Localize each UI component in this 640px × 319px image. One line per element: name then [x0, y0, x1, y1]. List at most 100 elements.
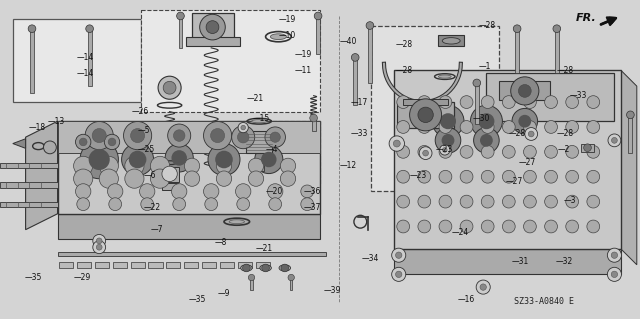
Circle shape	[460, 145, 473, 158]
Circle shape	[545, 145, 557, 158]
Circle shape	[410, 99, 442, 131]
Circle shape	[97, 244, 102, 250]
Bar	[186, 37, 240, 46]
Bar	[113, 262, 127, 268]
Circle shape	[584, 144, 591, 152]
Text: —4: —4	[266, 145, 278, 154]
Ellipse shape	[270, 34, 287, 40]
Text: SZ33-A0840 E: SZ33-A0840 E	[514, 297, 574, 306]
Bar	[77, 262, 91, 268]
Circle shape	[481, 96, 494, 108]
Circle shape	[607, 267, 621, 281]
Circle shape	[418, 220, 431, 233]
Polygon shape	[237, 121, 320, 185]
Text: —28: —28	[557, 130, 574, 138]
Text: —24: —24	[451, 228, 468, 237]
Circle shape	[545, 195, 557, 208]
Circle shape	[172, 150, 187, 166]
Circle shape	[502, 220, 515, 233]
Circle shape	[211, 129, 225, 143]
Circle shape	[419, 147, 432, 160]
Text: —34: —34	[362, 254, 379, 263]
Text: —3: —3	[563, 197, 576, 205]
Circle shape	[168, 124, 191, 147]
Circle shape	[172, 184, 187, 199]
Circle shape	[44, 141, 56, 154]
Circle shape	[397, 220, 410, 233]
Text: —35: —35	[189, 295, 206, 304]
Text: —33: —33	[570, 91, 587, 100]
Circle shape	[418, 96, 431, 108]
Polygon shape	[26, 121, 58, 230]
Circle shape	[439, 145, 452, 158]
Circle shape	[481, 170, 494, 183]
Circle shape	[204, 122, 232, 150]
Circle shape	[518, 85, 531, 97]
Text: —33: —33	[351, 130, 368, 138]
Circle shape	[394, 140, 400, 147]
Ellipse shape	[279, 265, 291, 271]
Text: —8: —8	[214, 238, 227, 247]
Circle shape	[241, 125, 246, 130]
Circle shape	[97, 238, 102, 244]
Circle shape	[612, 137, 617, 143]
Circle shape	[611, 271, 618, 278]
Circle shape	[237, 198, 250, 211]
Circle shape	[184, 171, 200, 186]
Circle shape	[481, 220, 494, 233]
Polygon shape	[58, 121, 320, 214]
Ellipse shape	[260, 265, 271, 271]
Polygon shape	[621, 70, 637, 265]
Circle shape	[74, 156, 93, 175]
Bar	[555, 29, 559, 73]
Circle shape	[439, 121, 452, 133]
Circle shape	[418, 121, 431, 133]
Circle shape	[262, 264, 269, 272]
Bar	[368, 26, 372, 83]
Bar	[438, 35, 464, 46]
Circle shape	[248, 158, 264, 174]
Text: —29: —29	[74, 273, 91, 282]
Circle shape	[481, 121, 494, 133]
Text: FR.: FR.	[576, 12, 596, 23]
Circle shape	[80, 140, 118, 179]
Circle shape	[473, 79, 481, 87]
Circle shape	[470, 105, 502, 137]
Circle shape	[184, 158, 200, 174]
Circle shape	[204, 184, 219, 199]
Text: —16: —16	[458, 295, 475, 304]
Circle shape	[206, 21, 219, 33]
Circle shape	[122, 144, 154, 175]
Circle shape	[397, 145, 410, 158]
Text: —28: —28	[396, 66, 413, 75]
Circle shape	[587, 170, 600, 183]
Text: —2: —2	[558, 145, 570, 154]
Bar	[0, 163, 58, 168]
Circle shape	[200, 14, 225, 40]
Circle shape	[528, 131, 534, 137]
Circle shape	[173, 198, 186, 211]
Circle shape	[525, 128, 538, 140]
Bar	[0, 182, 58, 188]
Bar	[312, 118, 316, 131]
Circle shape	[518, 115, 531, 128]
Circle shape	[440, 113, 456, 129]
Circle shape	[301, 185, 314, 198]
Circle shape	[545, 220, 557, 233]
Circle shape	[208, 144, 240, 175]
Circle shape	[109, 198, 122, 211]
Bar	[166, 262, 180, 268]
Circle shape	[108, 138, 116, 146]
Circle shape	[396, 271, 402, 278]
Polygon shape	[13, 139, 26, 148]
Circle shape	[366, 22, 374, 29]
Polygon shape	[394, 249, 621, 274]
Circle shape	[566, 145, 579, 158]
Circle shape	[269, 198, 282, 211]
Circle shape	[435, 128, 461, 153]
Text: —28: —28	[396, 40, 413, 49]
Circle shape	[85, 122, 113, 150]
Circle shape	[502, 96, 515, 108]
Circle shape	[545, 96, 557, 108]
Circle shape	[265, 127, 285, 147]
